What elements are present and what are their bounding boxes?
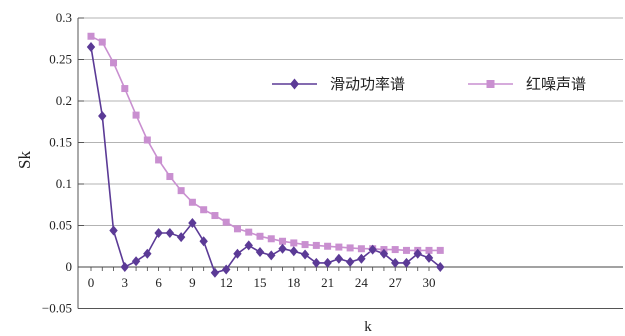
x-tick-label: 27 (389, 275, 403, 290)
y-tick-label: 0.25 (49, 52, 72, 67)
data-point-diamond (436, 262, 445, 272)
x-tick-label: 12 (220, 275, 233, 290)
data-point-square (436, 246, 444, 254)
data-point-square (188, 198, 196, 206)
data-point-diamond (120, 262, 129, 272)
data-point-diamond (323, 257, 332, 268)
data-point-square (155, 156, 163, 164)
y-tick-label: 0.05 (49, 218, 72, 233)
data-point-square (87, 32, 95, 40)
data-point-diamond (98, 110, 107, 121)
data-point-square (211, 212, 219, 220)
legend-label: 红噪声谱 (526, 75, 586, 93)
data-point-square (346, 244, 354, 252)
data-point-diamond (413, 248, 422, 259)
data-point-diamond (222, 264, 231, 275)
data-point-square (143, 136, 151, 144)
data-point-square (425, 246, 433, 254)
data-point-diamond (210, 267, 220, 278)
data-point-square (312, 241, 320, 249)
data-point-square (110, 59, 118, 67)
x-tick-label: 30 (423, 275, 436, 290)
y-tick-label: 0.15 (49, 135, 72, 150)
x-tick-label: 24 (355, 275, 369, 290)
data-point-square (256, 232, 264, 240)
data-point-square (222, 218, 230, 226)
data-point-square (233, 225, 241, 233)
data-point-diamond (86, 42, 96, 53)
data-point-square (402, 246, 410, 254)
data-point-diamond (109, 225, 118, 236)
data-point-diamond (165, 227, 175, 238)
x-axis-title: k (364, 319, 372, 335)
y-tick-label: 0.3 (56, 10, 72, 25)
y-tick-label: 0 (66, 259, 73, 274)
data-point-diamond (379, 248, 389, 259)
data-point-diamond (424, 252, 434, 263)
data-point-square (391, 246, 399, 254)
data-point-square (357, 245, 365, 253)
data-point-diamond (176, 232, 186, 243)
data-point-square (132, 111, 140, 119)
y-tick-label: 0.1 (56, 176, 72, 191)
data-point-diamond (368, 244, 377, 255)
data-point-square (267, 235, 275, 243)
data-point-square (200, 206, 208, 214)
data-point-diamond (154, 227, 163, 238)
data-point-square (177, 187, 185, 195)
grid-lines (84, 17, 623, 309)
y-axis-title: Sk (15, 151, 34, 169)
legend-label: 滑动功率谱 (330, 75, 405, 93)
data-point-diamond (278, 243, 287, 254)
data-point-square (166, 173, 174, 181)
data-point-diamond (188, 218, 197, 229)
axes: −0.05 0 0.05 0.1 0.15 0.2 0.25 0.3 0 3 6 9 12 15 18 21 2… (42, 10, 623, 316)
data-point-square (245, 228, 253, 236)
series-line (90, 35, 441, 252)
x-tick-label: 3 (122, 275, 129, 290)
legend-marker-square (486, 80, 495, 88)
x-tick-label: 15 (254, 275, 267, 290)
data-point-diamond (143, 248, 152, 259)
data-point-diamond (255, 247, 265, 258)
x-tick-label: 21 (321, 275, 334, 290)
data-point-diamond (334, 253, 344, 264)
data-point-square (290, 239, 298, 247)
plot-series (86, 32, 445, 278)
data-point-square (324, 242, 332, 250)
y-tick-label: −0.05 (42, 301, 72, 316)
y-tick-label: 0.2 (56, 93, 72, 108)
data-point-diamond (357, 253, 366, 264)
data-point-diamond (300, 249, 310, 260)
legend: 滑动功率谱 红噪声谱 (272, 75, 586, 93)
x-tick-label: 0 (88, 275, 95, 290)
data-point-diamond (289, 246, 298, 257)
x-tick-label: 9 (189, 275, 196, 290)
data-point-diamond (312, 257, 321, 268)
legend-marker-diamond (290, 78, 299, 90)
data-point-square (335, 243, 343, 251)
data-point-diamond (345, 257, 355, 268)
data-point-diamond (391, 257, 400, 268)
data-point-square (98, 38, 106, 46)
data-point-diamond (244, 240, 253, 251)
data-point-square (279, 237, 287, 245)
data-point-diamond (402, 257, 411, 268)
data-point-diamond (131, 256, 141, 267)
x-tick-label: 18 (287, 275, 300, 290)
data-point-square (301, 241, 309, 249)
x-tick-label: 6 (155, 275, 162, 290)
data-point-square (121, 85, 129, 93)
data-point-diamond (233, 248, 242, 259)
data-point-diamond (267, 250, 276, 261)
data-point-diamond (199, 236, 208, 247)
